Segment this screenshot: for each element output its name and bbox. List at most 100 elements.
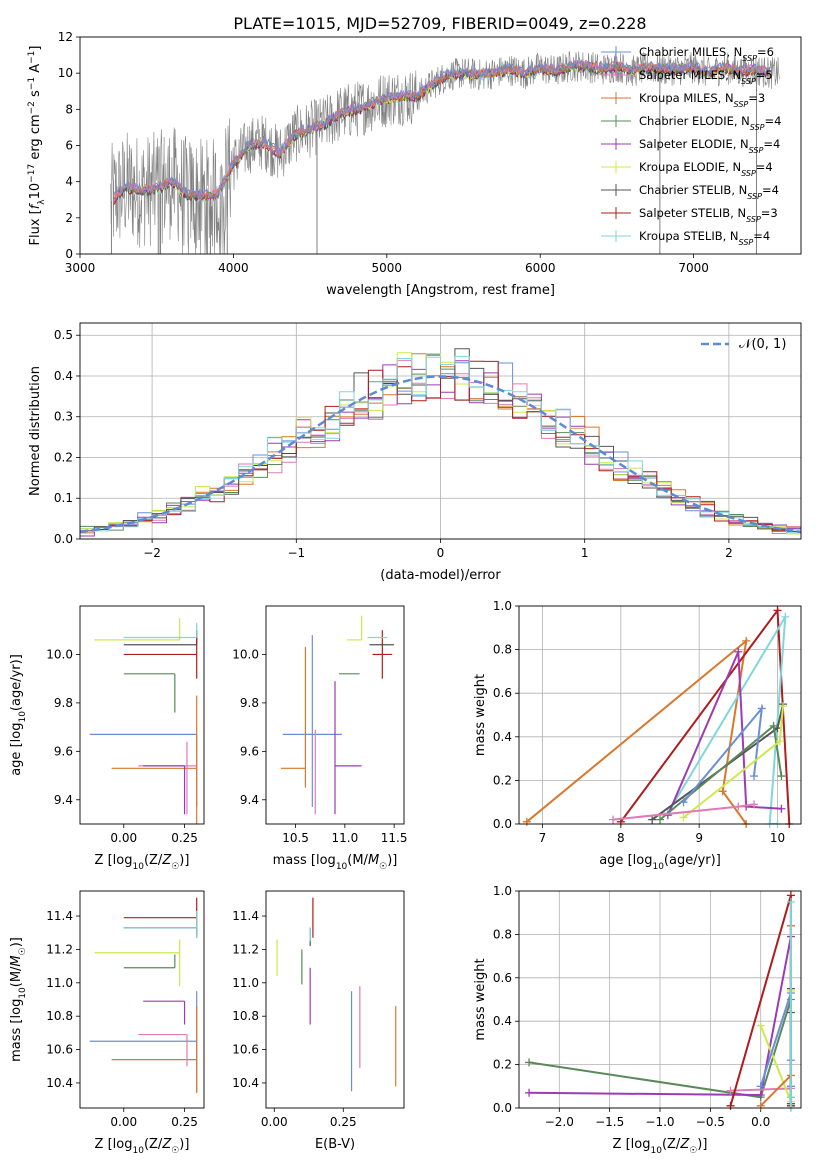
y-axis-label: mass weight xyxy=(473,958,488,1040)
mass-vs-metallicity-panel: 0.00 0.25 10.4 10.6 10.8 11.0 11.2 11.4 Z [log10… xyxy=(9,890,205,1156)
x-tick-label: 7 xyxy=(539,831,547,845)
age-vs-metallicity-panel: 0.00 0.25 9.4 9.6 9.8 10.0 Z [log10(Z/Z☉)] age … xyxy=(9,605,205,872)
y-axis-label: mass weight xyxy=(473,674,488,756)
x-tick-label: 11.5 xyxy=(381,831,408,845)
weight-point xyxy=(786,897,795,906)
legend-label: Kroupa MILES, NSSP=3 xyxy=(639,91,765,109)
weight-point xyxy=(757,704,766,713)
weight-point xyxy=(726,1101,735,1110)
y-tick-label: 0.1 xyxy=(54,491,73,505)
x-tick-label: 4000 xyxy=(218,261,249,275)
legend-label: Chabrier MILES, NSSP=6 xyxy=(639,45,774,63)
y-axis-label: mass [log10(M/M☉)] xyxy=(9,937,28,1062)
weight-point xyxy=(773,606,782,615)
weight-point xyxy=(679,798,688,807)
x-tick-label: 6000 xyxy=(525,261,556,275)
weight-point xyxy=(734,647,743,656)
histogram-kroupa-miles xyxy=(80,353,801,534)
weight-point xyxy=(777,804,786,813)
mass-weight-vs-metallicity-panel: −2.0 −1.5 −1.0 −0.5 0.0 0.0 0.2 0.4 0.6 0.8 1.0 Z [… xyxy=(473,884,802,1156)
weight-point xyxy=(525,1058,534,1067)
y-tick-label: 0.0 xyxy=(54,532,73,546)
y-tick-label: 9.8 xyxy=(240,696,259,710)
weight-line-chabrier-miles xyxy=(759,992,792,1087)
axes-frame xyxy=(518,890,802,1109)
gaussian-reference-curve xyxy=(80,375,801,534)
x-tick-label: 10 xyxy=(770,831,785,845)
axes-frame xyxy=(79,322,802,540)
y-tick-label: 0.6 xyxy=(493,686,512,700)
x-tick-label: 3000 xyxy=(65,261,96,275)
y-tick-label: 0.2 xyxy=(54,450,73,464)
y-tick-label: 0.8 xyxy=(493,643,512,657)
legend-label: Salpeter STELIB, NSSP=3 xyxy=(639,206,778,224)
x-axis-label: Z [log10(Z/Z☉)] xyxy=(95,853,190,872)
x-axis-label: Z [log10(Z/Z☉)] xyxy=(613,1137,708,1156)
y-axis-label: Normed distribution xyxy=(28,366,43,496)
weight-point xyxy=(781,612,790,621)
y-tick-label: 10 xyxy=(58,66,73,80)
y-tick-label: 11.2 xyxy=(232,942,259,956)
weight-point xyxy=(742,636,751,645)
x-tick-label: 2 xyxy=(725,546,733,560)
weight-point xyxy=(750,772,758,781)
weight-point xyxy=(750,800,758,809)
x-axis-label: E(B-V) xyxy=(315,1137,355,1152)
y-tick-label: 10.8 xyxy=(46,1009,73,1023)
weight-point xyxy=(525,1088,534,1097)
y-tick-label: 0.4 xyxy=(54,369,73,383)
y-tick-label: 0.4 xyxy=(493,1014,512,1028)
weight-line-salpeter-stelib xyxy=(619,607,791,824)
y-tick-label: 9.4 xyxy=(54,793,73,807)
x-axis-label: age [log10(age/yr)] xyxy=(599,853,721,872)
x-tick-label: −1.5 xyxy=(595,1115,624,1129)
y-tick-label: 10.0 xyxy=(232,647,259,661)
weight-point xyxy=(769,721,778,730)
y-tick-label: 0.5 xyxy=(54,328,73,342)
y-tick-label: 1.0 xyxy=(493,884,512,898)
y-tick-label: 12 xyxy=(58,30,73,44)
legend-label: Kroupa ELODIE, NSSP=4 xyxy=(639,160,773,178)
y-tick-label: 4 xyxy=(65,175,73,189)
y-tick-label: 10.6 xyxy=(232,1043,259,1057)
legend-label: Kroupa STELIB, NSSP=4 xyxy=(639,229,770,247)
weight-point xyxy=(756,1090,765,1099)
weight-point xyxy=(609,815,617,824)
y-tick-label: 10.0 xyxy=(46,647,73,661)
x-tick-label: 0.00 xyxy=(110,831,137,845)
y-axis-label: Flux [fλ10−17 erg cm−2 s−1 A−1] xyxy=(27,46,47,246)
x-axis-label: mass [log10(M/M☉)] xyxy=(273,853,398,872)
y-tick-label: 11.4 xyxy=(232,909,259,923)
x-axis-label: wavelength [Angstrom, rest frame] xyxy=(326,283,555,298)
y-tick-label: 9.6 xyxy=(240,744,259,758)
x-axis-label: (data-model)/error xyxy=(380,568,501,583)
x-axis-label: Z [log10(Z/Z☉)] xyxy=(95,1137,190,1156)
weight-point xyxy=(648,815,657,824)
residuals-panel: −2 −1 0 1 2 0.0 0.1 0.2 0.3 0.4 0.5 𝒩(0, 1) (data-mo… xyxy=(28,322,802,583)
axes-frame xyxy=(79,890,205,1109)
y-tick-label: 0.0 xyxy=(493,817,512,831)
weight-point xyxy=(756,1021,765,1030)
x-tick-label: −2.0 xyxy=(545,1115,574,1129)
x-tick-label: 0.00 xyxy=(110,1115,137,1129)
weight-line-kroupa-stelib xyxy=(666,616,787,824)
x-tick-label: −0.5 xyxy=(696,1115,725,1129)
weight-point xyxy=(656,815,664,824)
y-tick-label: 11.0 xyxy=(46,976,73,990)
y-tick-label: 0.0 xyxy=(493,1101,512,1115)
x-tick-label: 0.0 xyxy=(751,1115,770,1129)
y-tick-label: 10.8 xyxy=(232,1009,259,1023)
y-tick-label: 0.8 xyxy=(493,927,512,941)
y-tick-label: 0.4 xyxy=(493,730,512,744)
x-tick-label: 8 xyxy=(617,831,625,845)
y-tick-label: 2 xyxy=(65,211,73,225)
y-tick-label: 10.6 xyxy=(46,1043,73,1057)
y-tick-label: 6 xyxy=(65,139,73,153)
legend-label: Chabrier ELODIE, NSSP=4 xyxy=(639,114,781,132)
x-tick-label: 0.00 xyxy=(261,1115,288,1129)
axes-frame xyxy=(79,36,802,255)
x-tick-label: 5000 xyxy=(372,261,403,275)
y-tick-label: 10.4 xyxy=(232,1076,259,1090)
x-tick-label: 1 xyxy=(581,546,589,560)
